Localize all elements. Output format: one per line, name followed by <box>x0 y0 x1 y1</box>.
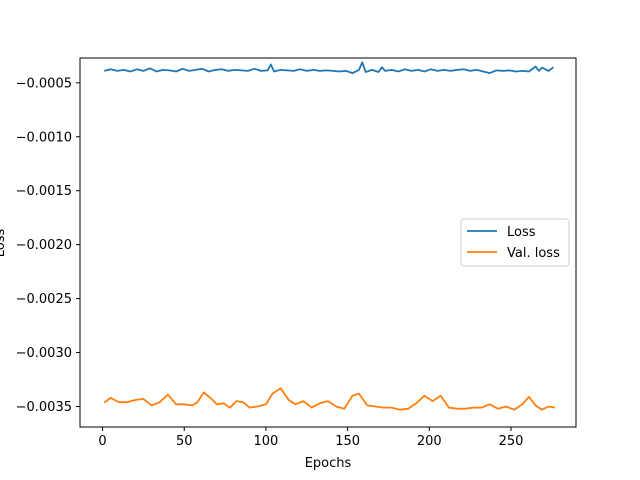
plot-frame <box>79 57 577 428</box>
x-axis: 0 50 100 150 200 250 <box>98 427 523 449</box>
series-layer <box>103 61 556 411</box>
x-axis-title: Epochs <box>305 456 352 471</box>
x-tick-label: 250 <box>499 434 524 449</box>
x-tick-label: 200 <box>417 434 442 449</box>
x-tick-label: 50 <box>176 434 193 449</box>
y-tick-label: −0.0035 <box>16 400 72 415</box>
x-tick-label: 100 <box>254 434 279 449</box>
y-axis: −0.0005 −0.0010 −0.0015 −0.0020 −0.0025 −0.00… <box>16 76 80 415</box>
x-tick-label: 0 <box>98 434 106 449</box>
x-tick-label: 150 <box>335 434 360 449</box>
y-axis-title: Loss <box>0 229 8 258</box>
y-tick-label: −0.0020 <box>16 238 72 253</box>
y-tick-label: −0.0030 <box>16 346 72 361</box>
y-tick-label: −0.0010 <box>16 130 72 145</box>
y-tick-label: −0.0005 <box>16 76 72 91</box>
y-tick-label: −0.0015 <box>16 184 72 199</box>
series-line-val-loss <box>103 387 556 411</box>
legend-label-val-loss: Val. loss <box>507 246 560 261</box>
y-tick-label: −0.0025 <box>16 292 72 307</box>
legend: Loss Val. loss <box>460 218 570 267</box>
series-line-loss <box>103 61 555 74</box>
legend-label-loss: Loss <box>507 225 536 240</box>
